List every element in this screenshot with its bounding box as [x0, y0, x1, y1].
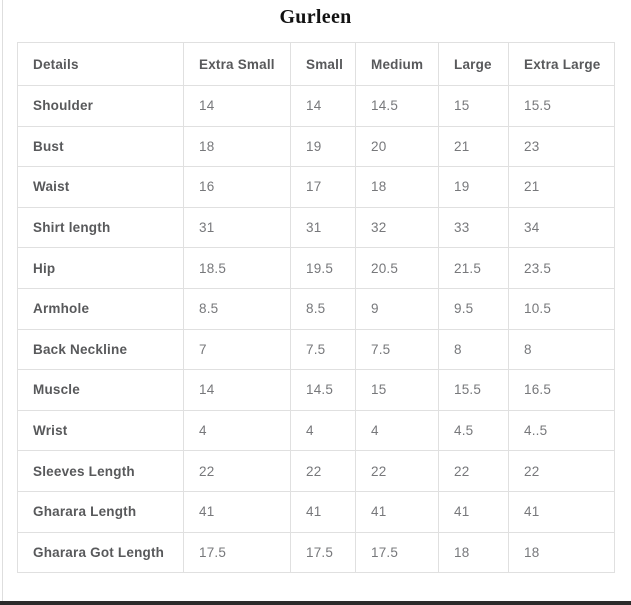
column-header: Small — [290, 42, 356, 86]
cell-value: 10.5 — [508, 287, 615, 330]
cell-value: 23.5 — [508, 247, 615, 289]
cell-value: 20 — [355, 125, 439, 168]
cell-value: 18 — [508, 531, 615, 574]
cell-value: 22 — [290, 450, 356, 492]
row-label: Waist — [17, 166, 184, 208]
cell-value: 21.5 — [438, 247, 509, 289]
cell-value: 41 — [508, 490, 615, 533]
table-row: Back Neckline 7 7.5 7.5 8 8 — [17, 328, 615, 371]
footer-bar — [0, 601, 631, 605]
cell-value: 19 — [290, 125, 356, 168]
cell-value: 15 — [438, 85, 509, 127]
cell-value: 4..5 — [508, 409, 615, 452]
cell-value: 41 — [438, 490, 509, 533]
row-label: Shirt length — [17, 206, 184, 249]
cell-value: 9.5 — [438, 287, 509, 330]
cell-value: 16 — [183, 166, 291, 208]
table-row: Sleeves Length 22 22 22 22 22 — [17, 450, 615, 492]
cell-value: 8.5 — [290, 287, 356, 330]
cell-value: 19.5 — [290, 247, 356, 289]
row-label: Gharara Length — [17, 490, 184, 533]
row-label: Gharara Got Length — [17, 531, 184, 574]
page-edge-line — [2, 0, 3, 605]
table-row: Shirt length 31 31 32 33 34 — [17, 206, 615, 249]
cell-value: 4 — [355, 409, 439, 452]
table-row: Armhole 8.5 8.5 9 9.5 10.5 — [17, 287, 615, 330]
cell-value: 8.5 — [183, 287, 291, 330]
cell-value: 17.5 — [183, 531, 291, 574]
cell-value: 20.5 — [355, 247, 439, 289]
column-header: Extra Large — [508, 42, 615, 86]
row-label: Bust — [17, 125, 184, 168]
row-label: Shoulder — [17, 85, 184, 127]
cell-value: 7.5 — [290, 328, 356, 371]
page-title: Gurleen — [279, 6, 352, 28]
cell-value: 23 — [508, 125, 615, 168]
cell-value: 4.5 — [438, 409, 509, 452]
cell-value: 8 — [508, 328, 615, 371]
cell-value: 14 — [183, 85, 291, 127]
table-row: Gharara Got Length 17.5 17.5 17.5 18 18 — [17, 531, 615, 574]
row-label: Sleeves Length — [17, 450, 184, 492]
cell-value: 34 — [508, 206, 615, 249]
cell-value: 22 — [355, 450, 439, 492]
table-row: Hip 18.5 19.5 20.5 21.5 23.5 — [17, 247, 615, 289]
cell-value: 33 — [438, 206, 509, 249]
cell-value: 18.5 — [183, 247, 291, 289]
cell-value: 22 — [438, 450, 509, 492]
cell-value: 9 — [355, 287, 439, 330]
cell-value: 7 — [183, 328, 291, 371]
cell-value: 41 — [290, 490, 356, 533]
column-header: Extra Small — [183, 42, 291, 86]
cell-value: 21 — [508, 166, 615, 208]
cell-value: 8 — [438, 328, 509, 371]
cell-value: 15.5 — [438, 369, 509, 411]
cell-value: 14 — [290, 85, 356, 127]
table-row: Waist 16 17 18 19 21 — [17, 166, 615, 208]
cell-value: 18 — [183, 125, 291, 168]
cell-value: 4 — [290, 409, 356, 452]
cell-value: 7.5 — [355, 328, 439, 371]
header-row: Details Extra Small Small Medium Large Extra … — [17, 42, 615, 86]
cell-value: 41 — [183, 490, 291, 533]
table-row: Wrist 4 4 4 4.5 4..5 — [17, 409, 615, 452]
row-label: Hip — [17, 247, 184, 289]
cell-value: 41 — [355, 490, 439, 533]
cell-value: 22 — [183, 450, 291, 492]
table-row: Bust 18 19 20 21 23 — [17, 125, 615, 168]
row-label: Armhole — [17, 287, 184, 330]
cell-value: 17.5 — [290, 531, 356, 574]
cell-value: 14 — [183, 369, 291, 411]
table-row: Shoulder 14 14 14.5 15 15.5 — [17, 85, 615, 127]
cell-value: 18 — [438, 531, 509, 574]
cell-value: 14.5 — [355, 85, 439, 127]
cell-value: 16.5 — [508, 369, 615, 411]
column-header-details: Details — [17, 42, 184, 86]
table-body: Shoulder 14 14 14.5 15 15.5 Bust 18 19 20 21 23 Wais… — [17, 85, 615, 574]
cell-value: 19 — [438, 166, 509, 208]
column-header: Medium — [355, 42, 439, 86]
table-row: Muscle 14 14.5 15 15.5 16.5 — [17, 369, 615, 411]
row-label: Wrist — [17, 409, 184, 452]
table-row: Gharara Length 41 41 41 41 41 — [17, 490, 615, 533]
row-label: Muscle — [17, 369, 184, 411]
cell-value: 17.5 — [355, 531, 439, 574]
cell-value: 31 — [183, 206, 291, 249]
cell-value: 4 — [183, 409, 291, 452]
size-chart-table: Details Extra Small Small Medium Large Extra … — [17, 42, 615, 574]
cell-value: 22 — [508, 450, 615, 492]
row-label: Back Neckline — [17, 328, 184, 371]
cell-value: 18 — [355, 166, 439, 208]
cell-value: 14.5 — [290, 369, 356, 411]
cell-value: 15 — [355, 369, 439, 411]
cell-value: 31 — [290, 206, 356, 249]
cell-value: 32 — [355, 206, 439, 249]
cell-value: 15.5 — [508, 85, 615, 127]
column-header: Large — [438, 42, 509, 86]
cell-value: 21 — [438, 125, 509, 168]
cell-value: 17 — [290, 166, 356, 208]
